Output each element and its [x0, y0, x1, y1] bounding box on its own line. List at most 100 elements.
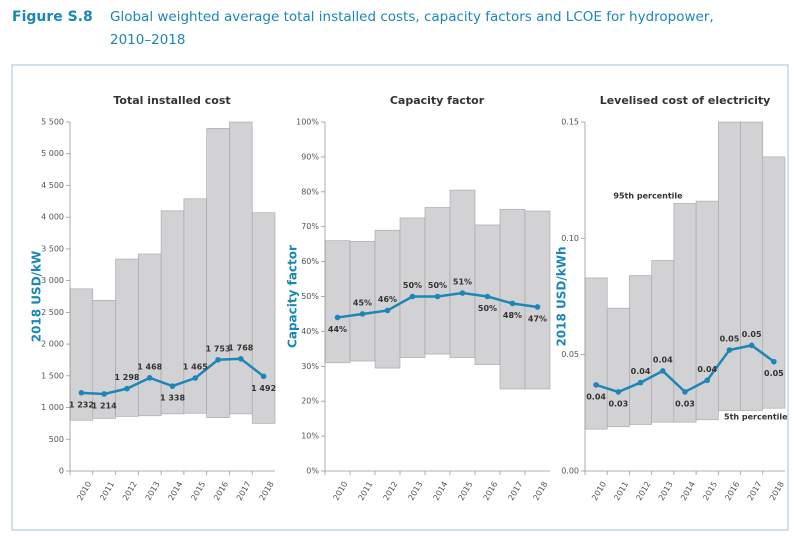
x-tick-label: 2012 — [635, 480, 653, 502]
panel-title: Capacity factor — [390, 94, 485, 107]
y-tick-label: 3 500 — [41, 244, 64, 253]
percentile-band — [606, 307, 630, 428]
point — [509, 300, 516, 307]
y-tick-label: 3 000 — [41, 276, 64, 285]
x-tick-label: 2017 — [235, 480, 253, 502]
point — [459, 290, 466, 296]
y-tick-label: 40% — [301, 327, 319, 336]
value-label: 0.03 — [608, 399, 628, 408]
y-tick-label: 10% — [301, 432, 319, 441]
point — [637, 379, 644, 386]
value-label: 0.05 — [720, 335, 740, 344]
value-label: 1 753 — [206, 344, 231, 353]
point — [359, 311, 366, 317]
x-tick-label: 2011 — [98, 480, 116, 502]
x-tick-label: 2010 — [590, 480, 608, 502]
point — [384, 307, 391, 314]
value-label: 0.05 — [764, 369, 784, 378]
y-tick-label: 30% — [301, 362, 319, 371]
x-tick-label: 2010 — [75, 480, 93, 502]
y-tick-label: 0.15 — [561, 118, 579, 127]
x-tick-label: 2017 — [507, 480, 525, 502]
value-label: 48% — [503, 311, 522, 320]
y-tick-label: 100% — [296, 118, 319, 127]
value-label: 44% — [328, 325, 347, 334]
point — [146, 375, 153, 381]
value-label: 0.03 — [675, 399, 695, 408]
value-label: 1 338 — [160, 394, 185, 403]
value-label: 0.04 — [697, 365, 717, 374]
percentile-band — [229, 121, 253, 415]
value-label: 50% — [478, 304, 497, 313]
percentile-band — [762, 156, 786, 409]
percentile-band — [206, 128, 230, 418]
x-tick-label: 2016 — [482, 480, 500, 502]
x-tick-label: 2015 — [189, 480, 207, 502]
percentile-band — [324, 240, 351, 364]
y-tick-label: 5 500 — [41, 118, 64, 127]
figure-title: Global weighted average total installed … — [110, 9, 714, 25]
y-tick-label: 0.00 — [561, 467, 579, 476]
x-tick-label: 2015 — [457, 480, 475, 502]
value-label: 1 465 — [183, 363, 208, 372]
percentile-band — [718, 121, 741, 411]
x-tick-label: 2018 — [532, 480, 550, 502]
point — [593, 382, 599, 388]
y-tick-label: 4 000 — [41, 213, 64, 222]
y-axis-title: 2018 USD/kW — [30, 251, 44, 343]
value-label: 1 492 — [251, 384, 276, 393]
point — [101, 391, 107, 397]
x-tick-label: 2014 — [167, 480, 185, 502]
percentile-band — [651, 260, 675, 423]
x-tick-label: 2013 — [144, 480, 162, 502]
annotation: 95th percentile — [613, 192, 683, 201]
point — [169, 383, 176, 389]
y-tick-label: 1 000 — [41, 403, 64, 412]
percentile-band — [449, 189, 476, 358]
value-label: 47% — [528, 314, 547, 323]
y-tick-label: 2 500 — [41, 308, 64, 317]
value-label: 0.04 — [586, 392, 606, 401]
y-tick-label: 0 — [59, 467, 64, 476]
y-tick-label: 1 500 — [41, 371, 64, 380]
value-label: 45% — [353, 298, 372, 307]
x-tick-label: 2014 — [679, 480, 697, 502]
percentile-band — [499, 208, 526, 390]
x-tick-label: 2014 — [432, 480, 450, 502]
point — [704, 377, 711, 384]
x-tick-label: 2016 — [723, 480, 741, 502]
point — [238, 356, 244, 362]
y-axis-title: Capacity factor — [286, 245, 300, 348]
percentile-band — [424, 207, 451, 355]
x-tick-label: 2018 — [258, 480, 276, 502]
y-tick-label: 60% — [301, 257, 319, 266]
percentile-band — [740, 121, 764, 411]
x-tick-label: 2017 — [746, 480, 764, 502]
value-label: 1 468 — [137, 362, 162, 371]
value-label: 46% — [378, 295, 397, 304]
x-tick-label: 2011 — [357, 480, 375, 502]
x-tick-label: 2011 — [612, 480, 630, 502]
y-axis-title: 2018 USD/kWh — [555, 246, 569, 346]
value-label: 1 232 — [69, 400, 94, 409]
point — [334, 314, 341, 321]
point — [534, 304, 541, 310]
y-tick-label: 20% — [301, 397, 319, 406]
panel-title: Total installed cost — [113, 94, 230, 107]
y-tick-label: 500 — [49, 435, 64, 444]
x-tick-label: 2015 — [701, 480, 719, 502]
value-label: 1 298 — [114, 373, 139, 382]
percentile-band — [138, 253, 162, 417]
figure-title: 2010–2018 — [110, 32, 185, 48]
value-label: 0.04 — [653, 355, 673, 364]
point — [260, 373, 267, 380]
percentile-band — [349, 241, 376, 362]
value-label: 0.05 — [742, 330, 762, 339]
percentile-band — [629, 275, 652, 425]
percentile-band — [115, 258, 139, 417]
x-tick-label: 2013 — [657, 480, 675, 502]
point — [771, 358, 777, 365]
y-tick-label: 2 000 — [41, 340, 64, 349]
x-tick-label: 2018 — [768, 480, 786, 502]
